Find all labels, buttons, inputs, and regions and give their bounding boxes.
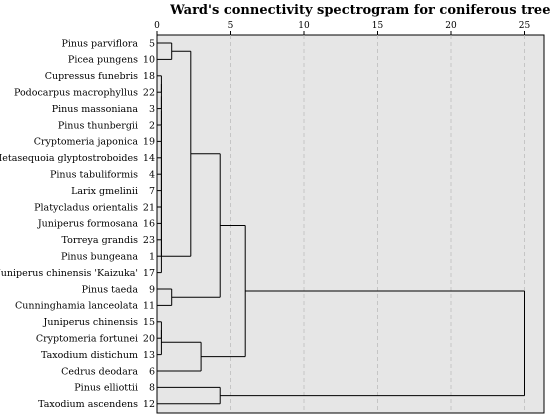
leaf-id: 12 (143, 399, 155, 410)
leaf-id: 15 (143, 317, 155, 328)
leaf-name: Cedrus deodara (61, 366, 138, 377)
leaf-name: Taxodium distichum (41, 350, 138, 361)
leaf-id: 2 (149, 120, 155, 131)
leaf: Picea pungens 10 (68, 55, 155, 66)
leaf-id: 21 (143, 202, 155, 213)
leaf: Cryptomeria fortunei 20 (36, 334, 155, 345)
leaf-id: 9 (149, 284, 155, 295)
leaf: Pinus parviflora 5 (61, 38, 155, 49)
leaf-id: 7 (149, 186, 155, 197)
leaf-labels: Pinus parviflora 5 Picea pungens 10 Cupressu… (0, 38, 155, 410)
leaf-id: 16 (143, 219, 155, 230)
leaf: Cupressus funebris 18 (45, 71, 155, 82)
leaf-id: 6 (149, 366, 155, 377)
leaf-name: Torreya grandis (62, 235, 139, 246)
leaf: Cunninghamia lanceolata 11 (15, 301, 155, 312)
x-tick-label: 15 (372, 21, 384, 31)
leaf: Pinus tabuliformis 4 (50, 170, 155, 181)
leaf: Metasequoia glyptostroboides 14 (0, 153, 155, 164)
leaf-id: 8 (149, 383, 155, 394)
leaf-id: 1 (149, 252, 155, 263)
leaf-name: Juniperus chinensis (43, 317, 139, 328)
leaf-id: 11 (143, 301, 155, 312)
leaf-name: Juniperus chinensis 'Kaizuka' (0, 268, 138, 279)
leaf: Pinus massoniana 3 (52, 104, 155, 115)
leaf-id: 13 (143, 350, 155, 361)
leaf-id: 20 (143, 334, 155, 345)
leaf: Juniperus chinensis 15 (43, 317, 155, 328)
leaf: Juniperus formosana 16 (37, 219, 155, 230)
leaf-id: 10 (143, 55, 155, 66)
leaf-name: Platycladus orientalis (34, 202, 138, 213)
leaf: Juniperus chinensis 'Kaizuka' 17 (0, 268, 155, 279)
x-tick-label: 10 (298, 21, 310, 31)
leaf-name: Juniperus formosana (37, 219, 139, 230)
leaf-id: 23 (143, 235, 155, 246)
leaf: Torreya grandis 23 (62, 235, 155, 246)
x-tick-label: 5 (228, 21, 234, 31)
leaf-name: Cupressus funebris (45, 71, 138, 82)
leaf: Pinus taeda 9 (82, 284, 155, 295)
plot-area (156, 34, 545, 414)
leaf-id: 3 (149, 104, 155, 115)
leaf: Cryptomeria japonica 19 (34, 137, 155, 148)
x-tick-label: 20 (445, 21, 457, 31)
leaf-id: 4 (149, 170, 155, 181)
chart-title: Ward's connectivity spectrogram for coni… (169, 3, 550, 18)
leaf: Platycladus orientalis 21 (34, 202, 155, 213)
leaf-id: 17 (143, 268, 155, 279)
dendrogram-branches (157, 42, 525, 405)
leaf: Pinus bungeana 1 (61, 252, 155, 263)
leaf-id: 5 (149, 38, 155, 49)
leaf-name: Larix gmelinii (71, 186, 138, 197)
leaf-name: Pinus massoniana (52, 104, 139, 115)
leaf-name: Pinus parviflora (61, 38, 138, 49)
leaf-name: Cunninghamia lanceolata (15, 301, 138, 312)
x-tick-label: 25 (519, 21, 531, 31)
leaf-name: Pinus taeda (82, 284, 139, 295)
leaf: Pinus elliottii 8 (74, 383, 155, 394)
leaf: Taxodium distichum 13 (41, 350, 155, 361)
leaf: Podocarpus macrophyllus 22 (14, 88, 155, 99)
leaf-name: Taxodium ascendens (38, 399, 138, 410)
leaf-id: 18 (143, 71, 155, 82)
leaf-name: Podocarpus macrophyllus (14, 88, 138, 99)
leaf-name: Metasequoia glyptostroboides (0, 153, 138, 164)
leaf-name: Pinus elliottii (74, 383, 138, 394)
leaf: Taxodium ascendens 12 (38, 399, 155, 410)
leaf: Larix gmelinii 7 (71, 186, 155, 197)
leaf-id: 14 (143, 153, 155, 164)
leaf: Cedrus deodara 6 (61, 366, 155, 377)
leaf-name: Pinus bungeana (61, 252, 138, 263)
leaf-name: Cryptomeria fortunei (36, 334, 138, 345)
leaf-id: 19 (143, 137, 155, 148)
leaf-name: Pinus thunbergii (58, 120, 138, 131)
x-axis: 0 5 10 15 20 25 (154, 21, 530, 35)
leaf-id: 22 (143, 88, 155, 99)
leaf: Pinus thunbergii 2 (58, 120, 155, 131)
leaf-name: Picea pungens (68, 55, 138, 66)
leaf-name: Cryptomeria japonica (34, 137, 139, 148)
leaf-name: Pinus tabuliformis (50, 170, 138, 181)
x-tick-label: 0 (154, 21, 160, 31)
